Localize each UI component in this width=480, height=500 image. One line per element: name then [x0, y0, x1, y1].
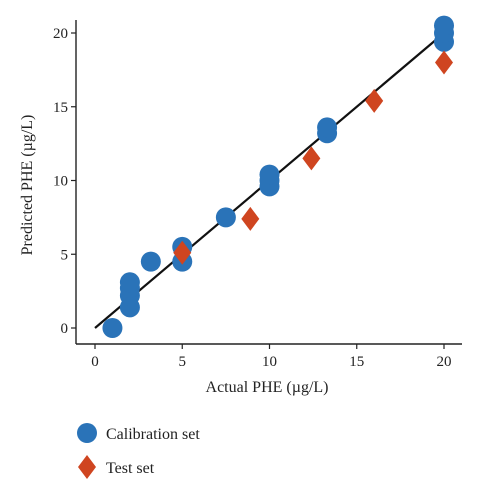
test-point — [302, 146, 321, 171]
x-tick-label: 10 — [262, 354, 277, 370]
y-tick-label: 15 — [53, 100, 68, 116]
x-tick-label: 15 — [349, 354, 364, 370]
y-tick-label: 10 — [53, 174, 68, 190]
legend: Calibration set Test set — [77, 423, 200, 479]
calibration-point — [215, 207, 236, 228]
data-points — [102, 15, 454, 338]
y-tick-label: 20 — [53, 26, 68, 42]
calibration-point — [317, 117, 338, 138]
test-point — [435, 50, 453, 75]
test-point — [365, 88, 384, 113]
y-tick-label: 0 — [61, 321, 69, 337]
calibration-point — [119, 272, 140, 293]
y-tick-label: 5 — [61, 247, 69, 263]
y-axis-title: Predicted PHE (µg/L) — [19, 115, 36, 256]
x-tick-label: 20 — [437, 354, 452, 370]
axes — [71, 20, 462, 349]
x-tick-label: 5 — [179, 354, 187, 370]
legend-label: Calibration set — [106, 426, 200, 443]
x-axis-title: Actual PHE (µg/L) — [206, 379, 329, 396]
legend-circle-icon — [77, 423, 97, 443]
legend-diamond-icon — [78, 455, 96, 479]
calibration-point — [259, 164, 280, 185]
x-tick-label: 0 — [91, 354, 99, 370]
legend-label: Test set — [106, 460, 155, 477]
test-point — [173, 240, 192, 265]
calibration-point — [102, 318, 123, 338]
test-point — [241, 206, 260, 231]
calibration-point — [140, 251, 161, 272]
tick-labels: 0 5 10 15 20 0 5 10 15 20 — [53, 26, 452, 370]
calibration-point — [434, 15, 454, 36]
